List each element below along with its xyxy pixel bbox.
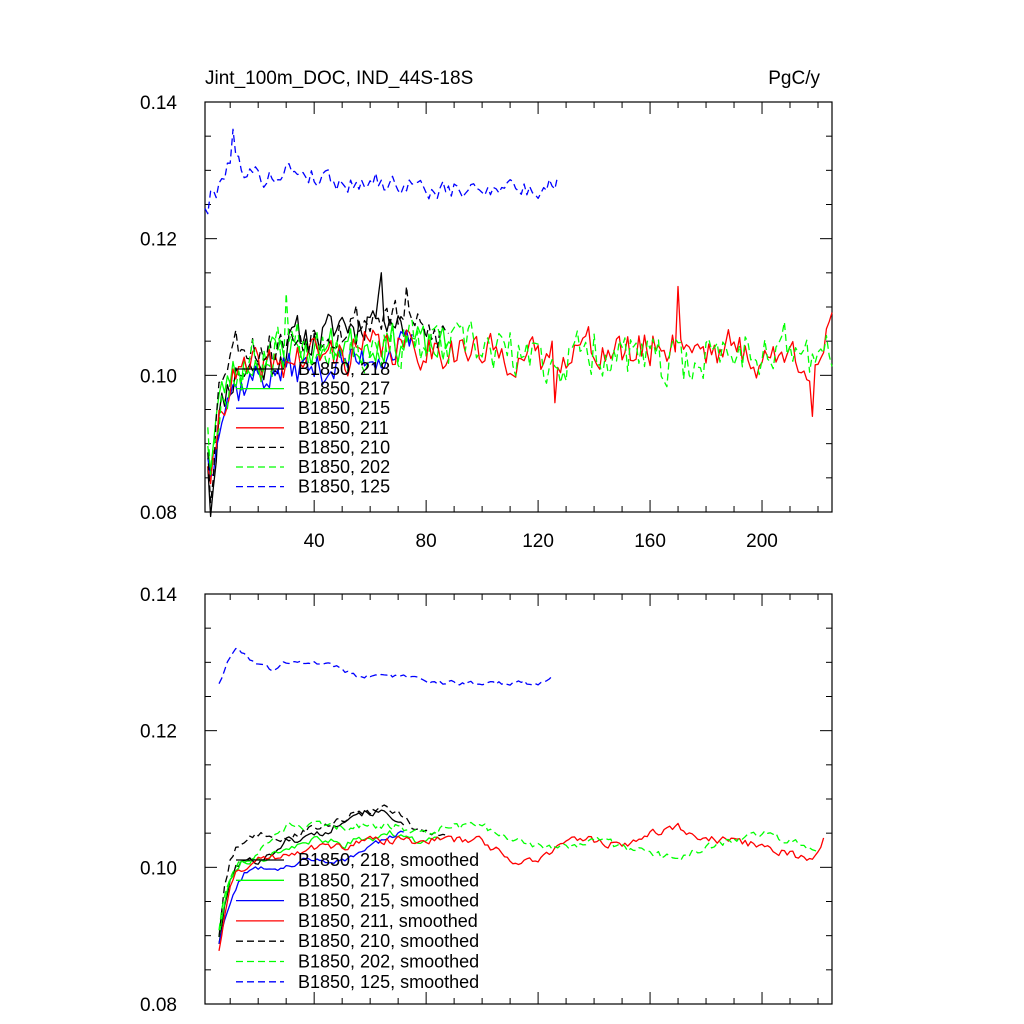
legend-label: B1850, 210, smoothed <box>298 931 479 951</box>
series-line <box>218 647 553 686</box>
series-line <box>218 809 405 945</box>
series-line <box>218 820 819 931</box>
legend-label: B1850, 217, smoothed <box>298 870 479 890</box>
y-tick-label: 0.08 <box>140 995 177 1016</box>
y-tick-label: 0.14 <box>140 93 177 114</box>
legend-label: B1850, 125 <box>298 477 390 497</box>
y-tick-label: 0.12 <box>140 722 177 743</box>
x-tick-label: 80 <box>416 531 437 552</box>
legend-label: B1850, 202, smoothed <box>298 952 479 972</box>
series-line <box>204 128 559 215</box>
y-tick-label: 0.12 <box>140 230 177 251</box>
legend-label: B1850, 217 <box>298 379 390 399</box>
x-tick-label: 160 <box>634 531 666 552</box>
y-tick-label: 0.14 <box>140 585 177 606</box>
legend-label: B1850, 218, smoothed <box>298 850 479 870</box>
x-tick-label: 40 <box>304 531 325 552</box>
legend-label: B1850, 215 <box>298 398 390 418</box>
series-line <box>207 285 449 504</box>
legend-label: B1850, 211, smoothed <box>298 911 478 931</box>
legend-label: B1850, 210 <box>298 437 390 457</box>
series-line <box>218 804 449 937</box>
y-tick-label: 0.10 <box>140 366 177 387</box>
series-line <box>218 830 404 944</box>
y-tick-label: 0.08 <box>140 503 177 524</box>
legend-label: B1850, 215, smoothed <box>298 891 479 911</box>
legend-label: B1850, 218 <box>298 359 390 379</box>
y-tick-label: 0.10 <box>140 858 177 879</box>
series-line <box>207 292 833 476</box>
legend-label: B1850, 125, smoothed <box>298 972 479 992</box>
series-line <box>218 822 825 952</box>
series-line <box>207 285 833 485</box>
series-line <box>207 322 455 473</box>
x-tick-label: 200 <box>746 531 778 552</box>
chart-title: Jint_100m_DOC, IND_44S-18S <box>205 68 473 89</box>
x-tick-label: 120 <box>522 531 554 552</box>
units-label: PgC/y <box>768 68 820 89</box>
legend-label: B1850, 211 <box>298 418 389 438</box>
legend-label: B1850, 202 <box>298 457 390 477</box>
